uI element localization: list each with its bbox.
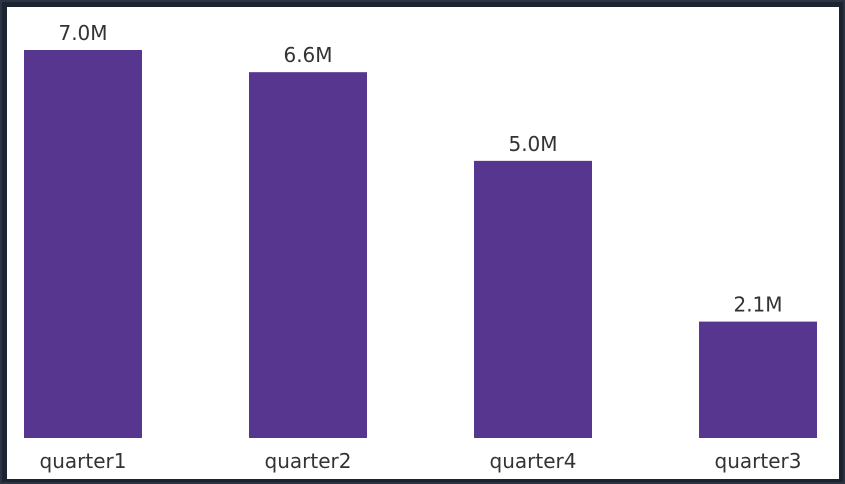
bar-quarter3[interactable] <box>699 321 817 438</box>
chart-panel: 7.0M 6.6M 5.0M 2.1M quarter1 quarter2 quarter… <box>7 7 839 479</box>
bar-chart: 7.0M6.6M5.0M2.1M quarter1 quarter2 quarter… <box>24 21 817 473</box>
value-label-quarter2: 6.6M <box>283 43 332 67</box>
x-tick-label-quarter2: quarter2 <box>265 449 352 473</box>
bar-quarter4[interactable] <box>474 160 592 438</box>
bar-quarter1[interactable] <box>24 50 142 438</box>
x-tick-label-quarter4: quarter4 <box>490 449 577 473</box>
tick-labels-layer: quarter1 quarter2 quarter4 quarter3 <box>40 449 802 473</box>
bar-quarter2[interactable] <box>249 72 367 439</box>
bars-layer <box>24 50 817 439</box>
value-label-quarter1: 7.0M <box>58 21 107 45</box>
x-tick-label-quarter1: quarter1 <box>40 449 127 473</box>
value-label-quarter4: 5.0M <box>508 132 557 156</box>
x-tick-label-quarter3: quarter3 <box>715 449 802 473</box>
value-labels-layer: 7.0M 6.6M 5.0M 2.1M <box>58 21 782 317</box>
value-label-quarter3: 2.1M <box>733 293 782 317</box>
